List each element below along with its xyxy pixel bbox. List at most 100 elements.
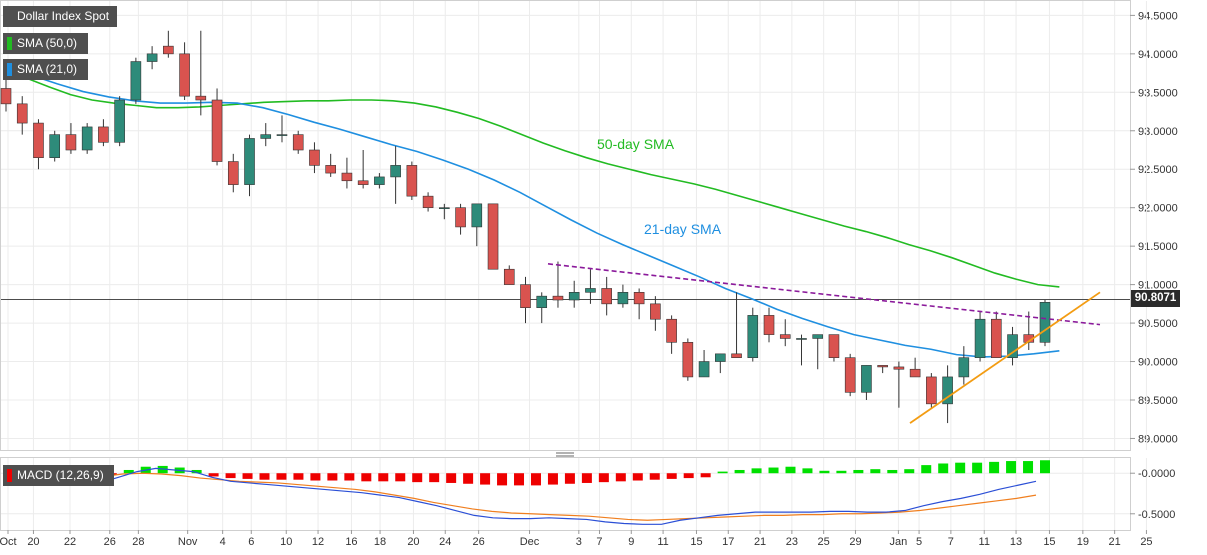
candle-body	[926, 376, 937, 405]
macd-histogram-bar	[751, 468, 762, 474]
macd-histogram-bar	[361, 473, 372, 482]
macd-histogram-bar	[1006, 461, 1017, 474]
macd-label: MACD (12,26,9)	[3, 465, 114, 486]
macd-histogram-bar	[123, 469, 134, 474]
candle-body	[227, 161, 239, 185]
macd-histogram-bar	[581, 473, 592, 483]
y-tick-label: 91.0000	[1138, 280, 1178, 292]
macd-histogram-bar	[819, 470, 830, 474]
macd-histogram-bar	[344, 473, 355, 481]
macd-histogram-bar	[208, 473, 219, 477]
legend-sma21: SMA (21,0)	[3, 59, 88, 80]
macd-histogram-bar	[293, 473, 304, 480]
macd-histogram-bar	[1040, 460, 1050, 474]
macd-histogram-bar	[683, 473, 694, 479]
macd-histogram-bar	[785, 466, 796, 474]
candle-body	[893, 366, 905, 370]
candle-body	[146, 53, 158, 62]
macd-line	[5, 467, 1037, 525]
candle-body	[114, 99, 125, 143]
x-tick-label: 10	[280, 536, 292, 548]
x-tick-label: 11	[979, 536, 990, 548]
x-tick-label: 28	[132, 536, 144, 548]
candle-body	[374, 176, 385, 185]
candle-body	[828, 334, 840, 358]
macd-histogram-bar	[649, 473, 660, 480]
candle-body	[974, 318, 986, 358]
y-tick-label: 89.0000	[1138, 433, 1178, 445]
macd-histogram-bar	[955, 462, 966, 474]
x-tick-label: Dec	[520, 536, 540, 548]
candle-body	[16, 103, 28, 124]
candle-body	[958, 357, 970, 378]
macd-signal-line	[5, 472, 1037, 521]
candle-body	[98, 126, 109, 143]
y-tick-label: 94.5000	[1138, 10, 1178, 22]
x-tick-label: 6	[248, 536, 254, 548]
macd-histogram-bar	[836, 470, 847, 474]
candle-body	[698, 361, 710, 378]
macd-swatch	[7, 469, 12, 482]
macd-histogram-bar	[259, 473, 270, 480]
y-tick-label: 94.0000	[1138, 49, 1178, 61]
macd-histogram-bar	[378, 473, 389, 482]
x-tick-label: 25	[818, 536, 830, 548]
macd-histogram-bar	[276, 473, 287, 480]
y-tick-label: 89.5000	[1138, 395, 1178, 407]
macd-histogram-bar	[615, 473, 626, 482]
candle-body	[211, 99, 223, 162]
macd-histogram-bar	[938, 463, 949, 474]
macd-histogram-bar	[666, 473, 677, 479]
x-tick-label: 15	[690, 536, 702, 548]
candle-body	[357, 180, 369, 185]
macd-histogram-bar	[191, 469, 202, 474]
sma21-line	[5, 66, 1060, 358]
candle-body	[244, 138, 255, 185]
x-tick-label: 9	[628, 536, 634, 548]
y-tick-label: 93.5000	[1138, 87, 1178, 99]
candle-body	[617, 292, 629, 305]
macd-histogram-bar	[497, 473, 508, 486]
x-tick-label: Oct	[0, 536, 17, 548]
candle-body	[682, 342, 694, 378]
macd-histogram-bar	[972, 462, 983, 474]
candle-body	[633, 292, 645, 305]
macd-histogram-bar	[717, 471, 728, 474]
macd-histogram-bar	[412, 473, 423, 483]
y-tick-label: 93.0000	[1138, 126, 1178, 138]
y-tick-label: 92.0000	[1138, 203, 1178, 215]
candle-body	[422, 195, 434, 208]
candle-body	[179, 53, 190, 97]
candle-body	[601, 288, 612, 305]
y-tick-label: 90.5000	[1138, 318, 1178, 330]
candle-body	[552, 295, 564, 301]
macd-histogram-bar	[904, 469, 915, 474]
macd-histogram-bar	[802, 468, 813, 474]
macd-histogram-bar	[480, 473, 491, 485]
candle-body	[0, 88, 12, 105]
macd-histogram-bar	[446, 473, 457, 483]
candle-body	[731, 353, 742, 358]
chart-title: Dollar Index Spot	[3, 6, 117, 27]
candle-body	[65, 134, 77, 151]
macd-histogram-bar	[395, 473, 406, 482]
support-trendline	[909, 291, 1101, 424]
macd-histogram-bar	[530, 473, 541, 486]
candle-body	[455, 207, 466, 228]
y-tick-label: 91.5000	[1138, 241, 1178, 253]
x-tick-label: 23	[786, 536, 798, 548]
candle-body	[1039, 302, 1051, 343]
macd-histogram-bar	[887, 469, 898, 474]
x-tick-label: 16	[345, 536, 357, 548]
candle-body	[260, 134, 272, 139]
x-tick-label: 24	[439, 536, 451, 548]
macd-histogram-bar	[225, 473, 236, 479]
macd-histogram-bar	[989, 461, 1000, 474]
macd-histogram-bar	[242, 473, 253, 479]
candle-body	[276, 134, 288, 136]
x-tick-label: 26	[104, 536, 116, 548]
last-price-tag: 90.8071	[1131, 290, 1180, 307]
x-tick-label: 7	[948, 536, 954, 548]
candle-body	[990, 318, 1002, 358]
